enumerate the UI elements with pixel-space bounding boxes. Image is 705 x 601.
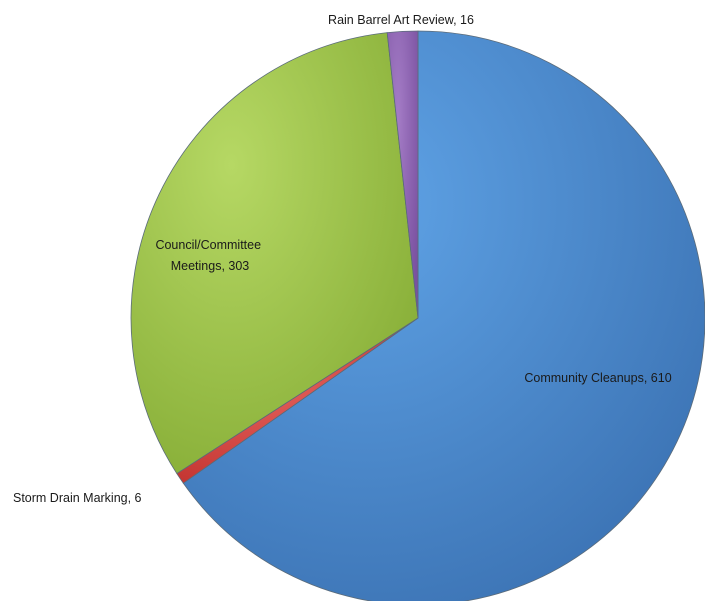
slice-label-rain-barrel-art-review: Rain Barrel Art Review, 16 (328, 13, 474, 27)
pie-slices (130, 30, 705, 601)
slice-label-council-line-1: Council/Committee (155, 238, 261, 252)
slice-label-storm-drain-marking: Storm Drain Marking, 6 (13, 491, 142, 505)
pie-slice-council-committee-meetings (130, 32, 419, 475)
slice-label-community-cleanups: Community Cleanups, 610 (524, 371, 671, 385)
pie-slice-rain-barrel-art-review (386, 30, 419, 319)
pie-slice-community-cleanups (182, 30, 705, 601)
slice-label-council-committee-meetings: Council/Committee Meetings, 303 (155, 238, 264, 273)
slice-label-council-line-2: Meetings, 303 (171, 259, 250, 273)
